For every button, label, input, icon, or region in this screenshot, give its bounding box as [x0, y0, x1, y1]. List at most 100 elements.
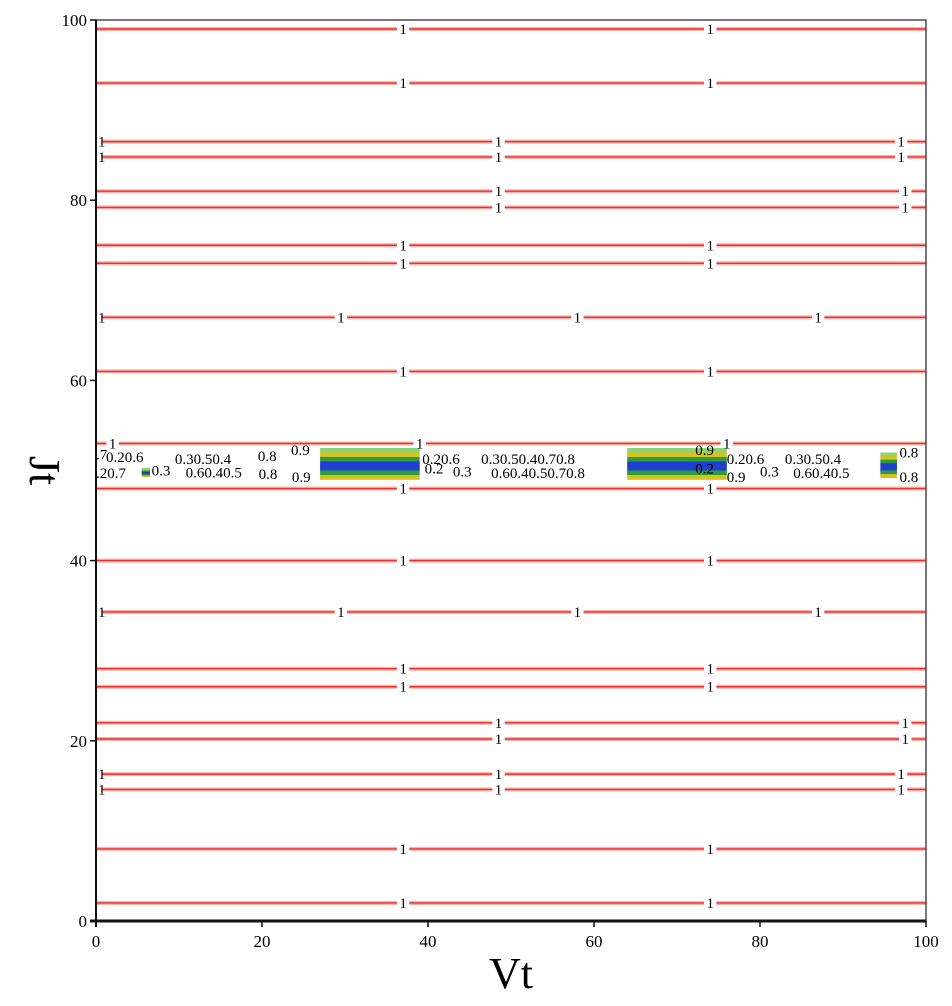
contour-annotation: 0.30.50.4: [785, 452, 842, 468]
contour-band: [141, 475, 150, 478]
contour-level-label: 1: [706, 662, 714, 678]
contour-band: [141, 472, 150, 475]
contour-level-label: 1: [399, 238, 407, 254]
contour-level-label: 1: [902, 716, 910, 732]
contour-annotation: 0.3: [152, 464, 171, 480]
contour-level-label: 1: [706, 554, 714, 570]
contour-level-label: 1: [416, 436, 424, 452]
contour-level-label: 1: [706, 896, 714, 912]
contour-band: [627, 470, 727, 476]
y-tick-label: 80: [70, 191, 87, 210]
contour-annotation: 0.60.40.5: [186, 465, 242, 481]
x-tick-label: 40: [420, 932, 437, 951]
contour-annotation: 0.8: [899, 445, 918, 461]
y-tick-label: 100: [62, 11, 88, 30]
x-tick-label: 20: [254, 932, 271, 951]
x-axis-title: Vt: [489, 949, 533, 998]
contour-bands: [141, 447, 897, 480]
contour-annotation: 0.20.6: [422, 452, 460, 468]
contour-annotation: 0.60.40.5: [793, 466, 849, 482]
contour-annotation: 0.60.40.50.70.8: [491, 466, 585, 482]
contour-band: [141, 469, 150, 471]
contour-band: [320, 452, 420, 458]
contour-band: [880, 456, 897, 460]
y-tick-label: 40: [70, 552, 87, 571]
contour-level-label: 1: [706, 76, 714, 92]
contour-band: [880, 459, 897, 464]
contour-level-label: 1: [98, 782, 106, 798]
contour-band: [627, 465, 727, 471]
contour-level-label: 1: [495, 150, 503, 166]
x-tick-label: 60: [586, 932, 603, 951]
contour-level-label: 1: [495, 767, 503, 783]
contour-level-label: 1: [574, 605, 582, 621]
axes: 0 20 40 60 80 100 0 20 40 60 80 100: [62, 11, 939, 951]
contour-level-label: 1: [902, 184, 910, 200]
contour-level-label: 1: [706, 22, 714, 38]
contour-band: [320, 461, 420, 467]
contour-level-label: 1: [98, 767, 106, 783]
contour-level-label: 1: [399, 364, 407, 380]
contour-band: [880, 452, 897, 457]
contour-annotation: 0.9: [292, 470, 311, 486]
contour-band: [141, 467, 150, 470]
contour-level-label: 1: [897, 767, 905, 783]
contour-annotation: 0.8: [258, 449, 277, 465]
contour-band: [141, 471, 150, 474]
contour-annotation: 0.9: [727, 470, 746, 486]
y-tick-label: 60: [70, 371, 87, 390]
contour-level-label: 1: [337, 605, 345, 621]
contour-level-label: 1: [495, 716, 503, 732]
contour-annotation: 0.20.6: [727, 452, 765, 468]
contour-level-label: 1: [98, 150, 106, 166]
contour-band: [141, 474, 150, 476]
contour-band: [320, 465, 420, 471]
contour-band: [320, 456, 420, 462]
contour-level-label: 1: [495, 200, 503, 216]
contour-annotation: 0.9: [291, 443, 310, 459]
contour-band: [880, 466, 897, 471]
x-tick-label: 100: [913, 932, 939, 951]
contour-band: [627, 452, 727, 458]
contour-level-label: 1: [337, 310, 345, 326]
contour-level-label: 1: [723, 436, 731, 452]
contour-level-label: 1: [495, 782, 503, 798]
contour-lines: [96, 27, 926, 905]
contour-annotation: .20.7: [96, 466, 127, 482]
contour-level-label: 1: [399, 662, 407, 678]
contour-labels: 1 1 1 1 1 1 1 1 1 1 1 1 1 1 1 1 1 1 1 1 1 1 1 1 1 1 1 1 1 1 1 1 1 1 1 1 1 1 1 1…: [96, 22, 918, 912]
contour-level-label: 1: [399, 22, 407, 38]
contour-level-label: 1: [495, 184, 503, 200]
contour-level-label: 1: [399, 482, 407, 498]
y-tick-label: 20: [70, 732, 87, 751]
contour-level-label: 1: [902, 200, 910, 216]
contour-level-label: 1: [399, 256, 407, 272]
contour-band: [627, 461, 727, 467]
contour-level-label: 1: [399, 842, 407, 858]
contour-annotation: 0.8: [259, 467, 278, 483]
contour-level-label: 1: [399, 680, 407, 696]
contour-band: [627, 456, 727, 462]
contour-level-label: 1: [98, 605, 106, 621]
contour-band: [320, 470, 420, 476]
contour-annotation: 0.3: [760, 464, 779, 480]
contour-level-label: 1: [98, 135, 106, 151]
contour-level-label: 1: [399, 554, 407, 570]
contour-annotation: 0.3: [453, 464, 472, 480]
contour-band: [320, 475, 420, 480]
contour-band: [880, 470, 897, 475]
y-tick-label: 0: [79, 912, 88, 931]
contour-level-label: 1: [897, 135, 905, 151]
contour-annotation: 0.20.6: [106, 450, 144, 466]
contour-band: [141, 470, 150, 472]
contour-band: [320, 447, 420, 453]
contour-band: [627, 475, 727, 480]
contour-annotation: 0.30.50.4: [175, 452, 232, 468]
contour-annotation: 0.2: [695, 462, 714, 478]
y-axis-title: Jt: [20, 456, 69, 485]
contour-level-label: 1: [706, 256, 714, 272]
contour-annotation: 0.8: [899, 470, 918, 486]
contour-level-label: 1: [706, 680, 714, 696]
x-tick-label: 0: [92, 932, 101, 951]
contour-level-label: 1: [495, 732, 503, 748]
